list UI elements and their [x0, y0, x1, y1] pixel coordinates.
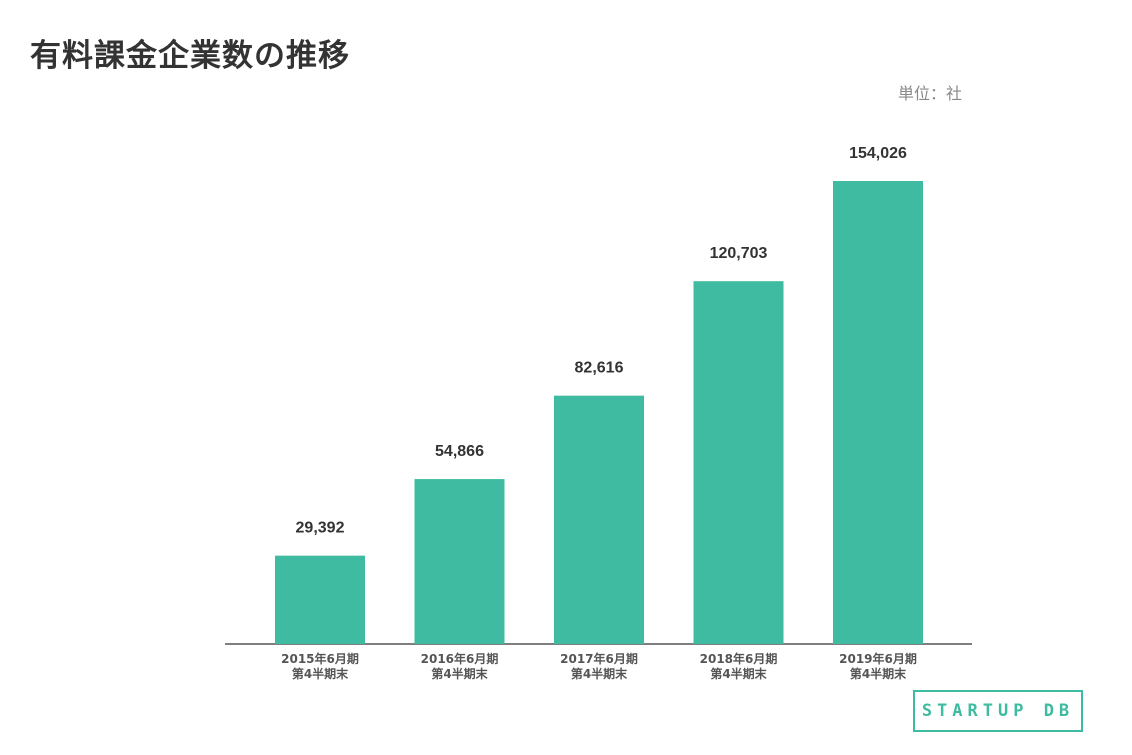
data-label: 54,866 [435, 443, 484, 460]
x-tick-label: 2015年6月期 [281, 651, 359, 666]
data-label: 29,392 [296, 520, 345, 537]
data-label: 154,026 [849, 145, 907, 162]
bar [554, 395, 644, 644]
bar [414, 479, 505, 644]
startup-db-logo: STARTUP DB [913, 690, 1083, 732]
page-title: 有料課金企業数の推移 [30, 38, 350, 74]
x-tick-label: 第4半期末 [710, 666, 767, 681]
bar [275, 555, 365, 644]
x-tick-label: 2019年6月期 [839, 651, 917, 666]
data-label: 120,703 [710, 245, 768, 262]
unit-label: 単位：社 [898, 84, 963, 103]
x-tick-label: 第4半期末 [292, 666, 349, 681]
x-tick-label: 第4半期末 [571, 666, 628, 681]
bar [833, 181, 923, 644]
x-tick-label: 2018年6月期 [700, 651, 778, 666]
x-tick-label: 2017年6月期 [560, 651, 638, 666]
data-label: 82,616 [575, 360, 624, 377]
bar [693, 281, 784, 644]
x-tick-label: 第4半期末 [850, 666, 907, 681]
x-tick-label: 第4半期末 [431, 666, 488, 681]
logo-text: STARTUP DB [921, 701, 1075, 721]
x-tick-label: 2016年6月期 [421, 651, 499, 666]
